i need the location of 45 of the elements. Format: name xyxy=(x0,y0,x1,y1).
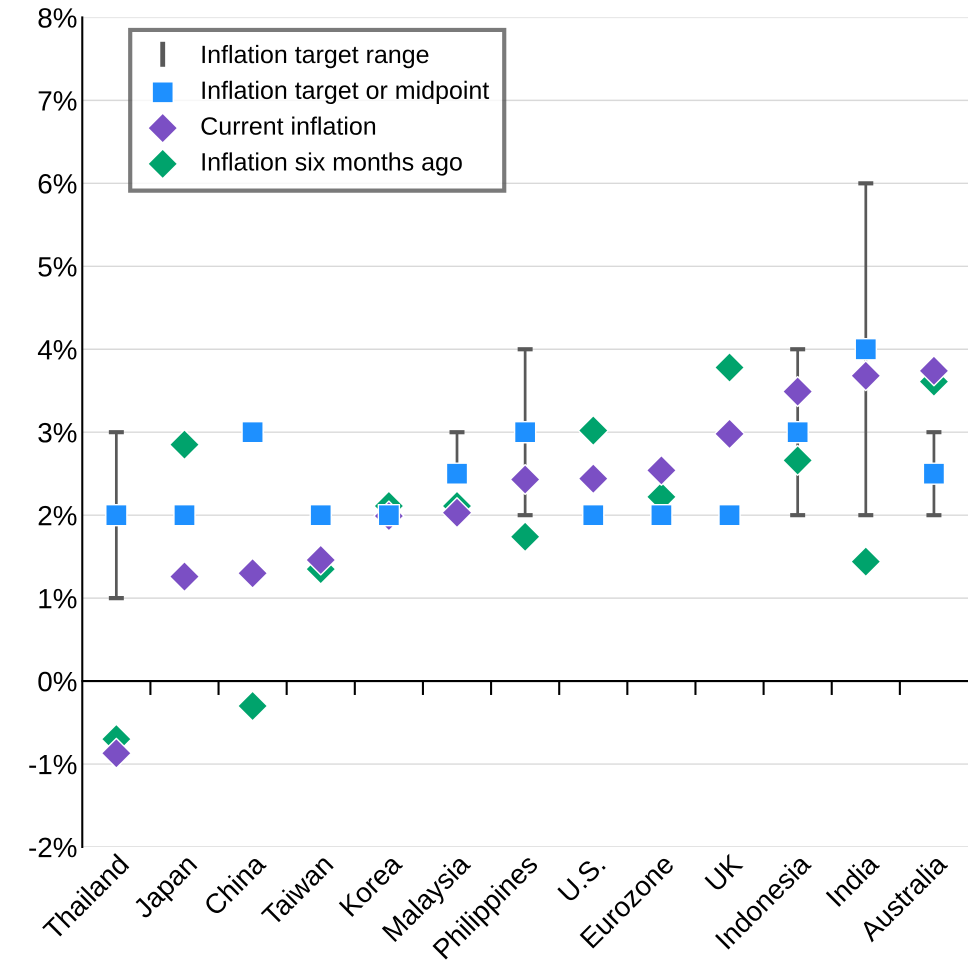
point xyxy=(578,463,609,494)
legend-label: Inflation target or midpoint xyxy=(202,80,490,104)
point xyxy=(918,355,950,386)
point xyxy=(782,444,814,476)
y-tick-label: 8% xyxy=(38,8,76,28)
point xyxy=(510,464,541,496)
point xyxy=(582,504,604,526)
y-tick-label: 0% xyxy=(38,672,76,692)
point xyxy=(514,420,536,444)
point xyxy=(100,738,132,769)
point xyxy=(105,504,128,526)
point xyxy=(714,418,746,450)
point xyxy=(173,504,196,526)
y-tick-label: 5% xyxy=(38,257,76,277)
y-tick-label: -1% xyxy=(29,754,76,774)
y-tick-label: 3% xyxy=(38,422,76,443)
legend-label: Inflation six months ago xyxy=(202,152,462,176)
point xyxy=(718,504,741,526)
point xyxy=(922,462,946,485)
point xyxy=(650,504,673,526)
point xyxy=(168,560,200,592)
point xyxy=(305,544,336,576)
point xyxy=(850,546,882,578)
point xyxy=(510,521,541,552)
point xyxy=(850,360,882,392)
y-tick-label: 7% xyxy=(38,91,76,111)
point xyxy=(854,338,878,360)
point xyxy=(446,462,468,485)
point xyxy=(578,414,609,446)
point xyxy=(786,420,809,444)
point xyxy=(168,429,200,460)
legend-label: Current inflation xyxy=(201,116,376,135)
point xyxy=(782,376,814,408)
y-tick-label: 4% xyxy=(38,340,76,360)
point xyxy=(237,690,268,722)
point xyxy=(237,558,268,589)
y-tick-label: 1% xyxy=(39,588,76,608)
point xyxy=(310,504,332,526)
point xyxy=(241,420,264,444)
point xyxy=(646,454,677,486)
point xyxy=(714,352,746,384)
y-tick-label: 6% xyxy=(38,174,76,194)
point xyxy=(441,497,473,528)
legend-label: Inflation target range xyxy=(202,44,428,68)
y-tick-label: 2% xyxy=(38,506,76,526)
